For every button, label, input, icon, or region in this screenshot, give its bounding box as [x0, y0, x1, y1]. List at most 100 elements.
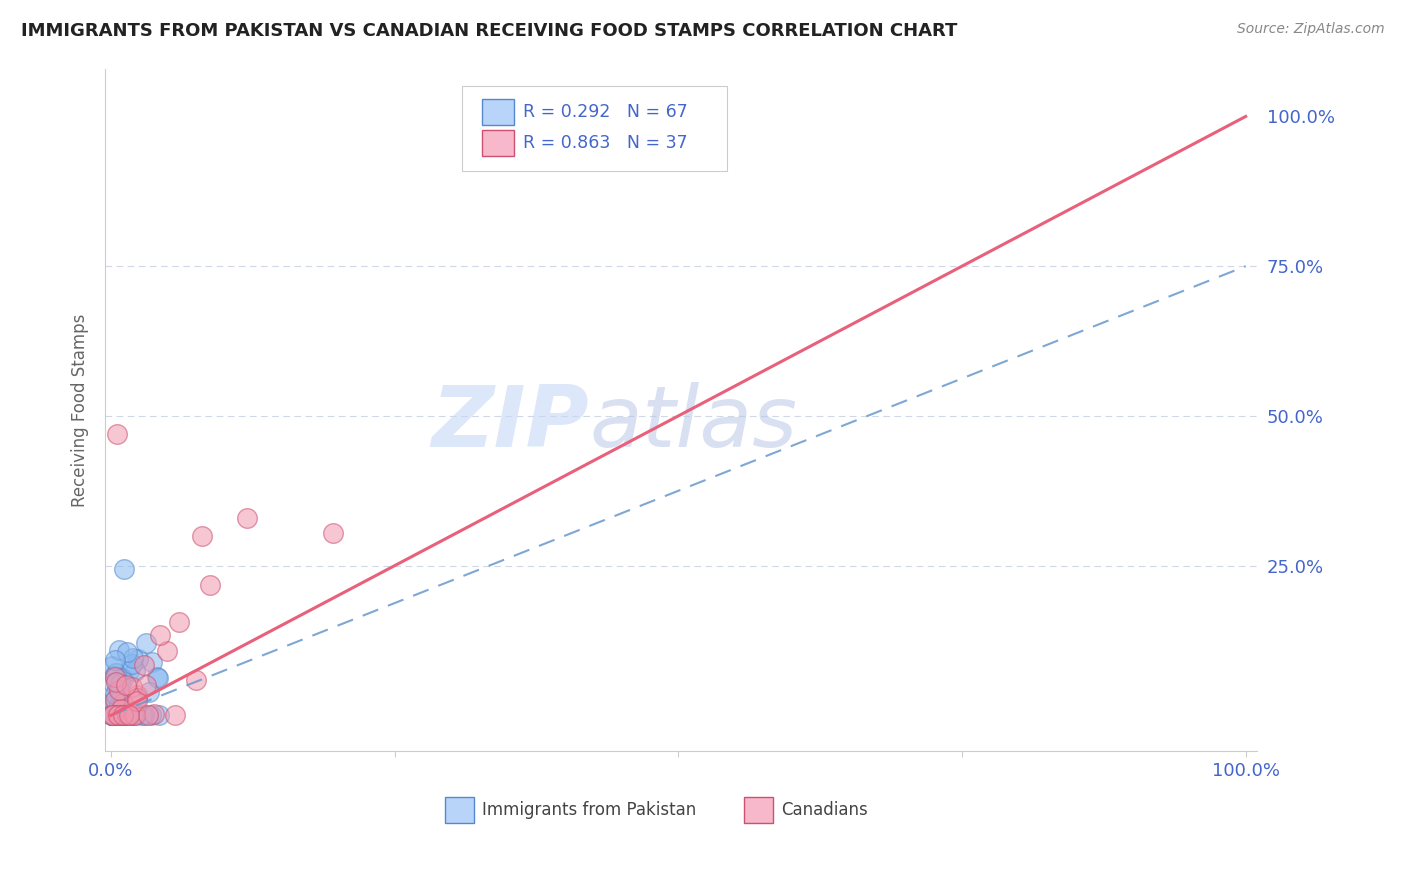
Point — [120, 707, 142, 722]
Point — [111, 707, 134, 722]
Text: Immigrants from Pakistan: Immigrants from Pakistan — [482, 801, 696, 819]
Point — [101, 707, 124, 722]
Point — [104, 707, 127, 722]
Point — [103, 695, 125, 709]
Point — [131, 707, 153, 722]
Point — [104, 692, 127, 706]
Point — [135, 636, 157, 650]
Point — [142, 707, 165, 722]
Point — [107, 707, 129, 722]
Point — [111, 707, 134, 722]
Point — [125, 689, 148, 703]
Point — [101, 707, 124, 722]
Point — [110, 704, 132, 718]
Text: Source: ZipAtlas.com: Source: ZipAtlas.com — [1237, 22, 1385, 37]
Point — [118, 664, 141, 678]
Point — [103, 669, 125, 683]
Point — [104, 665, 127, 680]
Point — [198, 578, 221, 592]
Point — [132, 707, 155, 722]
FancyBboxPatch shape — [463, 86, 727, 171]
Point — [110, 671, 132, 685]
Point — [101, 707, 124, 722]
Point — [105, 674, 128, 689]
Point — [138, 684, 160, 698]
Point — [107, 701, 129, 715]
Point — [167, 615, 190, 629]
Point — [103, 707, 125, 722]
Point — [146, 670, 169, 684]
Point — [101, 707, 124, 722]
Y-axis label: Receiving Food Stamps: Receiving Food Stamps — [72, 313, 89, 507]
Point — [114, 707, 136, 722]
Point — [103, 707, 125, 722]
Point — [101, 695, 124, 709]
Point — [132, 658, 155, 673]
Bar — [482, 130, 515, 156]
Point — [101, 707, 124, 722]
Point — [112, 707, 135, 722]
Point — [103, 707, 125, 722]
Point — [115, 701, 138, 715]
Bar — [446, 797, 474, 823]
Point — [101, 707, 124, 722]
Point — [112, 707, 135, 722]
Point — [236, 510, 259, 524]
Bar — [744, 797, 773, 823]
Point — [107, 642, 129, 657]
Point — [121, 707, 143, 722]
Point — [104, 707, 127, 722]
Point — [104, 707, 127, 722]
Point — [322, 526, 344, 541]
Point — [108, 682, 131, 697]
Point — [105, 707, 128, 722]
Point — [110, 707, 132, 722]
Point — [127, 691, 149, 706]
Point — [110, 707, 132, 722]
Point — [105, 706, 128, 720]
Point — [101, 707, 124, 722]
Point — [111, 707, 134, 722]
Point — [115, 645, 138, 659]
Point — [105, 681, 128, 696]
Point — [104, 692, 127, 706]
Point — [184, 673, 207, 688]
Point — [112, 707, 135, 722]
Point — [108, 676, 131, 690]
Point — [136, 707, 159, 722]
Point — [107, 698, 129, 712]
Point — [190, 529, 212, 543]
Point — [127, 652, 149, 666]
Point — [105, 707, 128, 722]
Point — [148, 707, 170, 722]
Text: R = 0.863   N = 37: R = 0.863 N = 37 — [523, 134, 688, 152]
Point — [101, 658, 124, 673]
Point — [103, 707, 125, 722]
Point — [112, 707, 135, 722]
Point — [101, 707, 124, 722]
Point — [135, 678, 157, 692]
Text: IMMIGRANTS FROM PAKISTAN VS CANADIAN RECEIVING FOOD STAMPS CORRELATION CHART: IMMIGRANTS FROM PAKISTAN VS CANADIAN REC… — [21, 22, 957, 40]
Point — [103, 676, 125, 690]
Point — [148, 628, 170, 642]
Point — [112, 562, 135, 576]
Point — [165, 707, 187, 722]
Point — [103, 707, 125, 722]
Point — [101, 707, 124, 722]
Point — [124, 707, 146, 722]
Point — [105, 426, 128, 441]
Point — [107, 707, 129, 722]
Point — [110, 702, 132, 716]
Point — [122, 651, 145, 665]
Point — [112, 696, 135, 710]
Point — [112, 672, 135, 686]
Point — [101, 707, 124, 722]
Text: atlas: atlas — [589, 382, 797, 465]
Point — [117, 707, 139, 722]
Text: Canadians: Canadians — [782, 801, 868, 819]
Point — [156, 643, 179, 657]
Point — [115, 707, 138, 722]
Point — [104, 687, 127, 701]
Point — [115, 678, 138, 692]
Point — [104, 653, 127, 667]
